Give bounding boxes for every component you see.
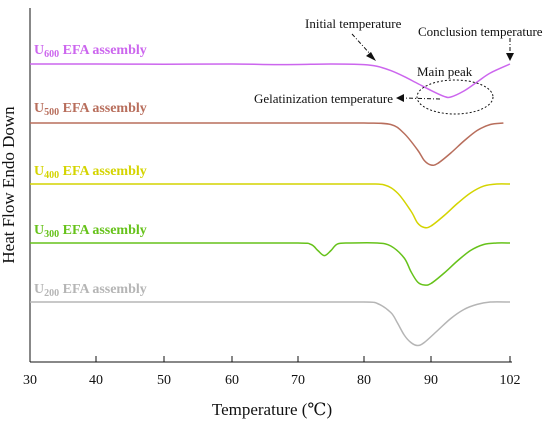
x-tick-label-102: 102: [500, 373, 521, 388]
series-label-u300: U300 EFA assembly: [34, 223, 147, 240]
series-label-u600: U600 EFA assembly: [34, 43, 147, 60]
x-axis-title: Temperature (℃): [212, 400, 332, 419]
series-line-u200: [30, 301, 511, 347]
series-label-u500: U500 EFA assembly: [34, 101, 147, 118]
annotations: Initial temperature Conclusion temperatu…: [254, 16, 543, 115]
conclusion-temperature-label: Conclusion temperature: [418, 24, 543, 39]
x-tick-label-90: 90: [424, 373, 438, 388]
y-axis-title: Heat Flow Endo Down: [0, 106, 18, 264]
series-line-u500: [29, 122, 504, 167]
x-ticks: [29, 356, 511, 362]
x-tick-label-70: 70: [291, 373, 305, 388]
x-tick-label-40: 40: [89, 373, 103, 388]
gelatinization-temperature-label: Gelatinization temperature: [254, 91, 393, 106]
series-label-u200: U200 EFA assembly: [34, 282, 147, 299]
conclusion-temperature-arrowhead: [506, 53, 514, 61]
x-tick-label-80: 80: [357, 373, 371, 388]
series-line-u300: [30, 241, 511, 286]
initial-temperature-arrowhead: [366, 52, 376, 61]
x-tick-label-30: 30: [23, 373, 37, 388]
x-tick-label-60: 60: [225, 373, 239, 388]
main-peak-ellipse: [416, 79, 494, 115]
gelatinization-arrowhead: [396, 94, 404, 102]
series-label-u400: U400 EFA assembly: [34, 164, 147, 181]
series-line-u400: [30, 183, 511, 229]
series-line-u600: [29, 63, 511, 99]
series-labels: U600 EFA assembly U500 EFA assembly U400 E…: [34, 43, 147, 299]
initial-temperature-label: Initial temperature: [305, 16, 402, 31]
gelatinization-arrow: [401, 97, 441, 100]
initial-temperature-arrow: [351, 33, 373, 57]
x-tick-labels: 30 40 50 60 70 80 90 102: [23, 373, 521, 388]
main-peak-label: Main peak: [417, 64, 473, 79]
series-lines: [29, 63, 511, 347]
x-tick-label-50: 50: [157, 373, 171, 388]
